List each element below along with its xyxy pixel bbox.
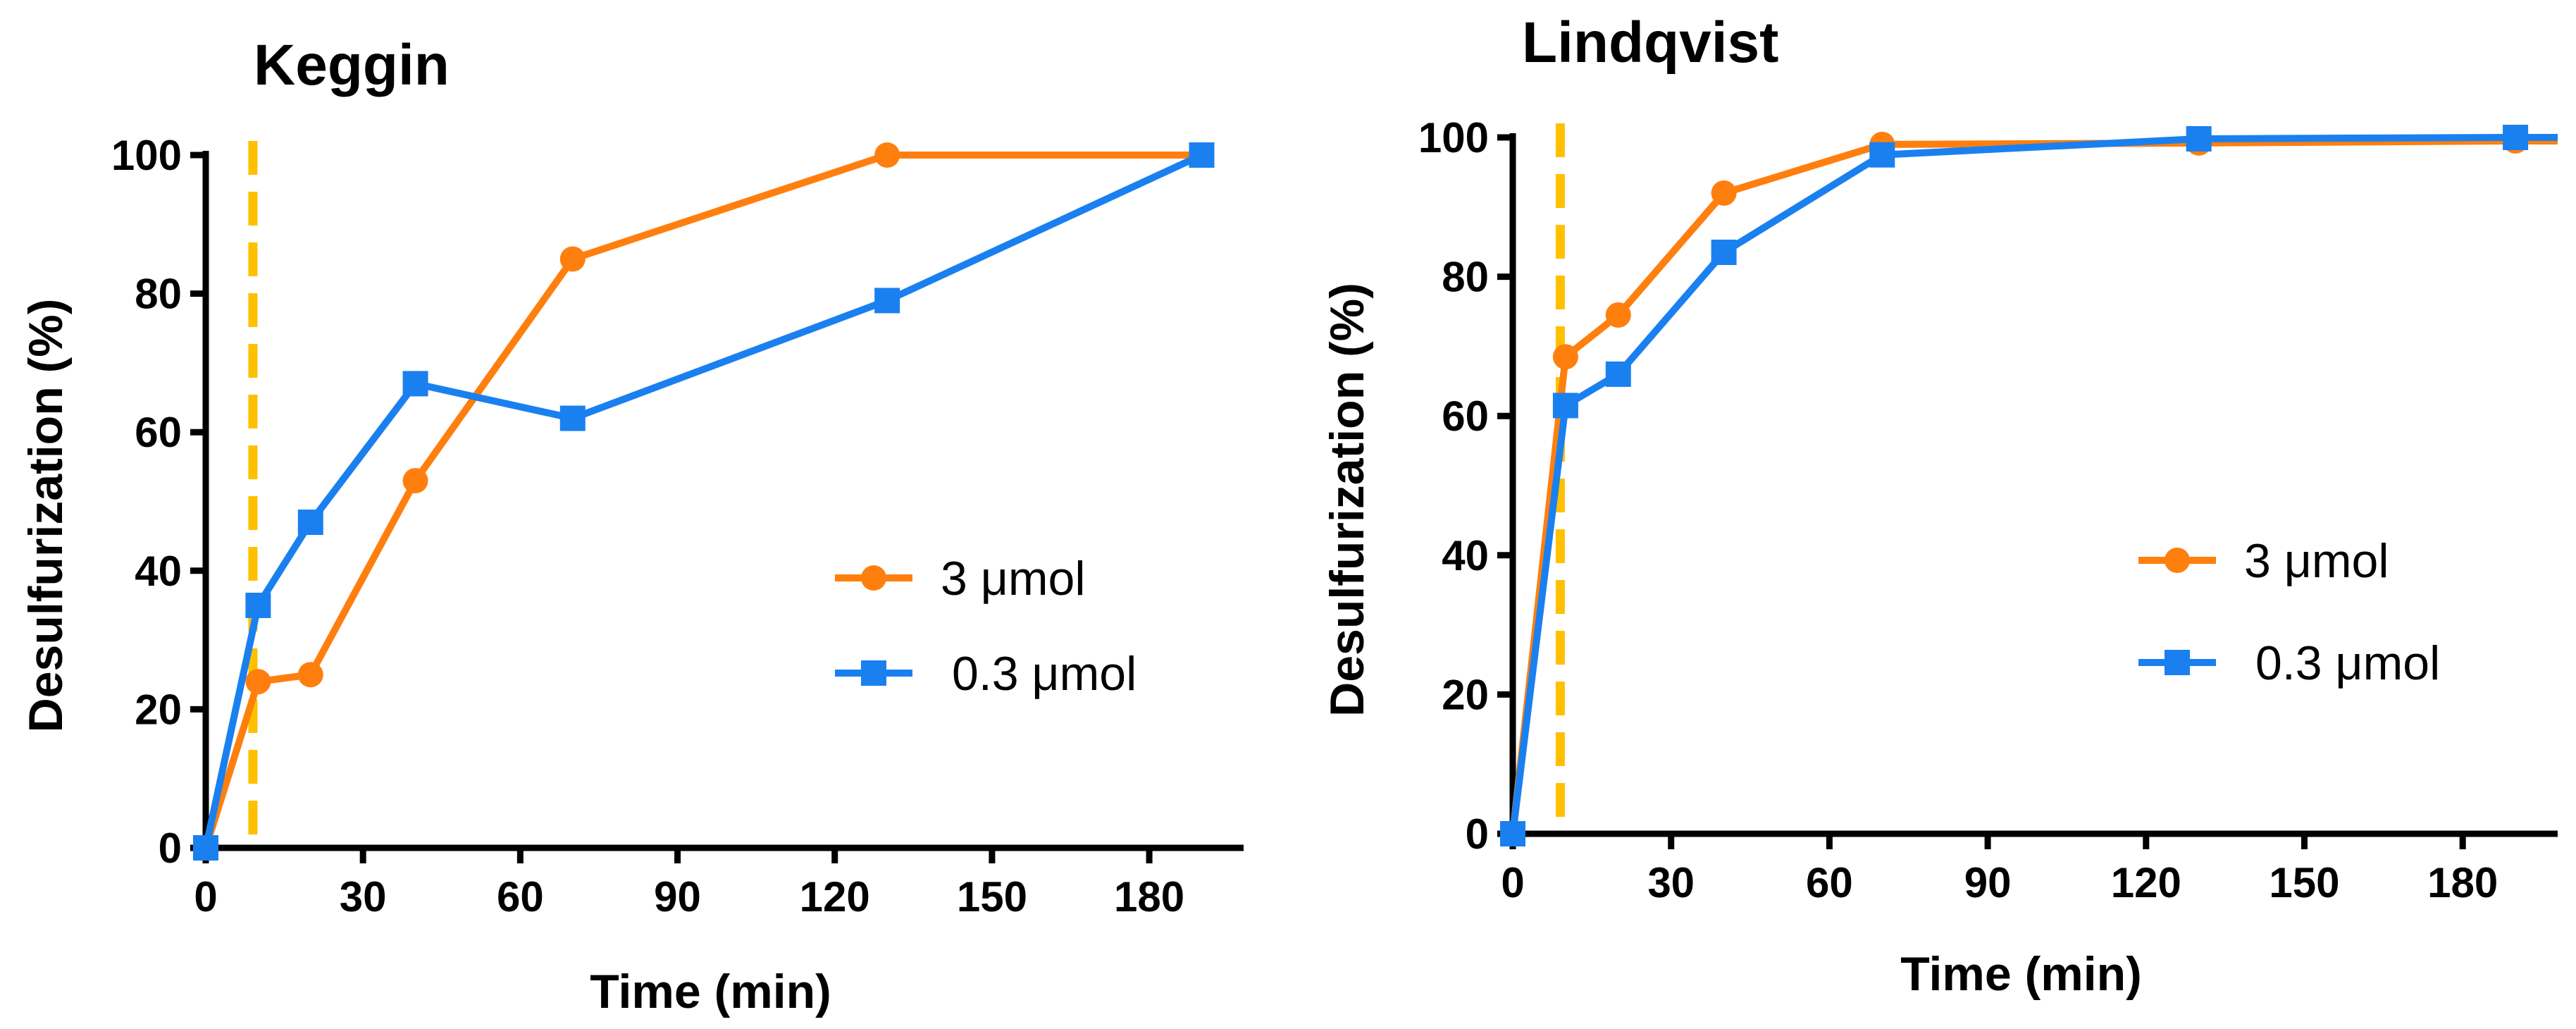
chart-title: Keggin	[254, 33, 450, 97]
x-tick-label: 120	[800, 873, 870, 920]
data-point	[1711, 240, 1737, 266]
legend-swatch-marker	[861, 660, 886, 686]
legend-label: 0.3 μmol	[2255, 636, 2440, 690]
y-axis-label: Desulfurization (%)	[1320, 283, 1374, 717]
series-line	[1509, 134, 2558, 834]
y-tick-label: 0	[1466, 811, 1489, 858]
y-tick-label: 100	[1418, 114, 1489, 161]
y-axis-label: Desulfurization (%)	[19, 299, 73, 733]
y-tick-label: 80	[1442, 254, 1489, 301]
data-point	[297, 509, 323, 535]
y-tick-label: 60	[1442, 393, 1489, 440]
legend: 3 μmol 0.3 μmol	[835, 552, 1137, 701]
data-point	[1869, 142, 1895, 168]
legend-label: 3 μmol	[2244, 534, 2389, 588]
series-line	[202, 152, 1203, 849]
series-2	[193, 142, 1215, 861]
chart-panel-2: Lindqvist 0 20 40 60 80 100 0 30 60 90 120 150 180 Tim…	[1320, 11, 2558, 1001]
series-line	[202, 152, 1202, 849]
chart-panel-1: Keggin 0 20 40 60 80 100 0 30 60 90 120 150 180 Time (…	[19, 33, 1244, 1018]
data-point	[1605, 361, 1631, 387]
legend-swatch-marker	[2165, 650, 2190, 675]
x-tick-label: 90	[654, 873, 701, 920]
data-point	[245, 592, 271, 618]
data-point	[193, 835, 218, 861]
x-tick-label: 30	[1647, 859, 1695, 906]
data-point	[1605, 302, 1631, 328]
x-tick-label: 60	[1806, 859, 1853, 906]
series-line	[1509, 137, 2558, 834]
data-point	[1500, 821, 1525, 846]
legend-swatch-marker	[861, 565, 886, 591]
x-axis-label: Time (min)	[1900, 947, 2142, 1001]
y-tick-label: 80	[135, 271, 182, 318]
data-point	[402, 371, 428, 397]
data-point	[1189, 142, 1215, 168]
data-point	[559, 405, 586, 431]
data-point	[559, 246, 586, 272]
x-tick-label: 180	[2427, 859, 2498, 906]
series-1	[193, 142, 1215, 861]
data-point	[2186, 125, 2212, 152]
y-tick-label: 60	[135, 409, 182, 456]
data-point	[245, 669, 271, 695]
x-tick-label: 120	[2111, 859, 2181, 906]
x-tick-label: 60	[497, 873, 544, 920]
data-point	[1552, 393, 1578, 419]
x-tick-label: 0	[1501, 859, 1524, 906]
y-tick-label: 40	[135, 548, 182, 595]
data-point	[2503, 125, 2529, 150]
x-tick-label: 0	[194, 873, 217, 920]
series-2	[1500, 125, 2558, 846]
x-tick-label: 150	[957, 873, 1027, 920]
x-tick-label: 150	[2269, 859, 2339, 906]
y-tick-label: 20	[1442, 671, 1489, 718]
y-tick-label: 40	[1442, 532, 1489, 579]
data-point	[297, 662, 323, 688]
legend-swatch-marker	[2165, 548, 2190, 573]
x-tick-label: 30	[340, 873, 387, 920]
y-tick-label: 20	[135, 686, 182, 733]
legend: 3 μmol 0.3 μmol	[2138, 534, 2440, 690]
legend-label: 3 μmol	[941, 552, 1085, 605]
y-tick-label: 0	[159, 825, 182, 872]
x-tick-label: 180	[1114, 873, 1184, 920]
data-point	[1552, 344, 1578, 370]
y-tick-label: 100	[111, 132, 182, 179]
data-point	[402, 468, 428, 494]
series-1	[1500, 128, 2558, 846]
x-tick-label: 90	[1964, 859, 2012, 906]
data-point	[874, 288, 900, 314]
data-point	[874, 142, 900, 168]
chart-title: Lindqvist	[1522, 11, 1778, 75]
x-axis-label: Time (min)	[590, 965, 831, 1018]
data-point	[1711, 180, 1737, 207]
legend-label: 0.3 μmol	[952, 647, 1137, 701]
